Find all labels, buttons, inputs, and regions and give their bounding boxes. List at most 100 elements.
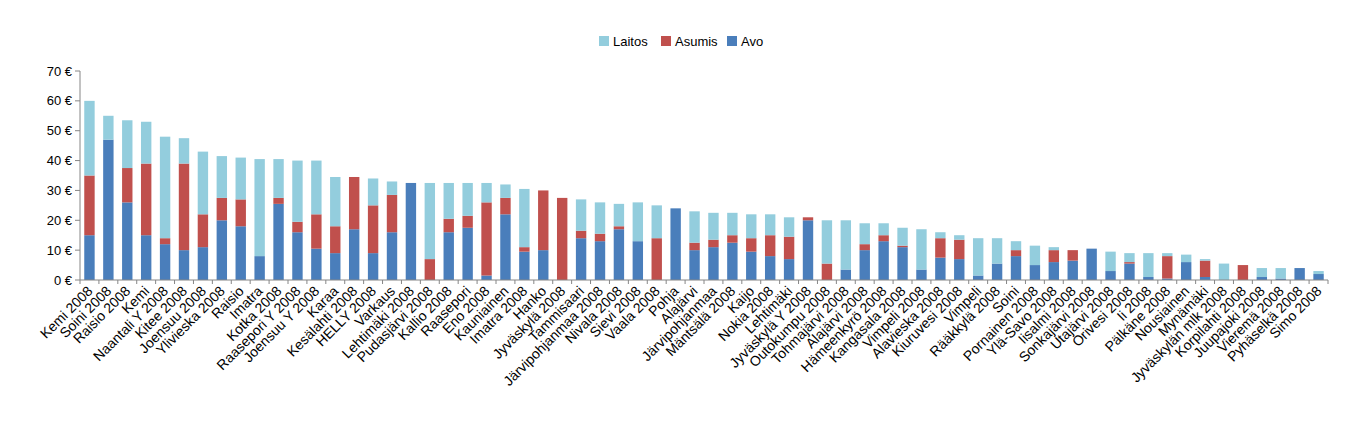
- chart: 0 €10 €20 €30 €40 €50 €60 €70 €Kemi 2008…: [0, 0, 1356, 445]
- bar-segment: [1011, 241, 1021, 250]
- bar-segment: [500, 214, 510, 280]
- bar-segment: [860, 250, 870, 280]
- bar-segment: [595, 234, 605, 241]
- x-tick-mark: [836, 280, 837, 284]
- bar-segment: [406, 182, 416, 183]
- bar-segment: [141, 122, 151, 164]
- bar-segment: [387, 232, 397, 280]
- bar-segment: [198, 152, 208, 215]
- x-tick-mark: [117, 280, 118, 284]
- y-tick: [75, 190, 80, 191]
- bar-segment: [406, 182, 416, 183]
- legend-swatch: [727, 36, 737, 46]
- x-tick-mark: [1138, 280, 1139, 284]
- y-axis: [80, 71, 81, 280]
- bar-segment: [368, 253, 378, 280]
- x-tick-mark: [155, 280, 156, 284]
- bar-segment: [254, 159, 264, 256]
- x-tick-mark: [533, 280, 534, 284]
- bar-segment: [860, 223, 870, 244]
- bar-segment: [330, 177, 340, 226]
- x-tick-mark: [1233, 280, 1234, 284]
- bar-segment: [841, 270, 851, 280]
- bar-segment: [160, 137, 170, 239]
- x-tick-mark: [1328, 280, 1329, 284]
- bar-segment: [1105, 271, 1115, 280]
- x-tick-mark: [269, 280, 270, 284]
- x-tick-mark: [590, 280, 591, 284]
- bar-segment: [765, 256, 775, 280]
- bar-segment: [727, 235, 737, 242]
- bar-segment: [860, 244, 870, 250]
- y-tick: [75, 250, 80, 251]
- bar-segment: [1068, 261, 1078, 280]
- bar-segment: [1124, 253, 1134, 262]
- x-tick-mark: [987, 280, 988, 284]
- y-tick: [75, 220, 80, 221]
- bar-segment: [727, 213, 737, 235]
- bar-segment: [954, 240, 964, 259]
- bar-segment: [822, 264, 832, 280]
- bar-segment: [444, 183, 454, 219]
- x-tick-mark: [1214, 280, 1215, 284]
- bar-segment: [179, 164, 189, 251]
- x-tick-mark: [80, 280, 81, 284]
- x-tick-mark: [231, 280, 232, 284]
- x-tick-mark: [666, 280, 667, 284]
- bar-segment: [1200, 259, 1210, 260]
- bar-segment: [973, 276, 983, 280]
- bar-segment: [576, 231, 586, 238]
- bar-segment: [425, 259, 435, 280]
- bar-segment: [1162, 253, 1172, 256]
- bar-segment: [841, 220, 851, 269]
- bar-segment: [1011, 250, 1021, 256]
- bar-segment: [1313, 274, 1323, 280]
- x-tick-mark: [571, 280, 572, 284]
- bar-segment: [500, 198, 510, 214]
- bar-segment: [803, 217, 813, 218]
- x-tick-mark: [1271, 280, 1272, 284]
- bar-segment: [1086, 248, 1096, 249]
- bar-segment: [330, 253, 340, 280]
- bar-segment: [273, 159, 283, 198]
- legend-label: Laitos: [613, 34, 648, 49]
- bar-segment: [425, 183, 435, 259]
- bar-segment: [708, 213, 718, 240]
- x-tick-mark: [1176, 280, 1177, 284]
- bar-segment: [292, 232, 302, 280]
- bar-segment: [670, 208, 680, 280]
- bar-segment: [1181, 255, 1191, 262]
- bar-segment: [935, 232, 945, 238]
- bar-segment: [330, 226, 340, 253]
- x-tick-mark: [1195, 280, 1196, 284]
- bar-segment: [122, 120, 132, 168]
- bar-segment: [1238, 265, 1248, 266]
- bar-segment: [481, 202, 491, 275]
- bar-segment: [217, 220, 227, 280]
- bar-segment: [292, 161, 302, 222]
- bar-segment: [878, 241, 888, 280]
- legend: LaitosAsumisAvo: [599, 34, 763, 49]
- x-tick-mark: [193, 280, 194, 284]
- bar-segment: [368, 178, 378, 205]
- bar-segment: [273, 204, 283, 280]
- bar-segment: [897, 247, 907, 280]
- bar-segment: [1030, 246, 1040, 265]
- bar-segment: [538, 190, 548, 250]
- bar-segment: [1124, 264, 1134, 280]
- bar-segment: [1294, 268, 1304, 269]
- bar-segment: [103, 116, 113, 140]
- bar-segment: [387, 181, 397, 194]
- x-tick-mark: [930, 280, 931, 284]
- bar-segment: [633, 241, 643, 280]
- bar-segment: [746, 214, 756, 238]
- y-tick-label: 70 €: [47, 64, 73, 79]
- x-tick-mark: [912, 280, 913, 284]
- x-tick-mark: [325, 280, 326, 284]
- bar-segment: [519, 247, 529, 251]
- bar-segment: [444, 232, 454, 280]
- bar-segment: [973, 238, 983, 275]
- bar-segment: [387, 195, 397, 232]
- bar-segment: [292, 222, 302, 232]
- bar-segment: [614, 204, 624, 226]
